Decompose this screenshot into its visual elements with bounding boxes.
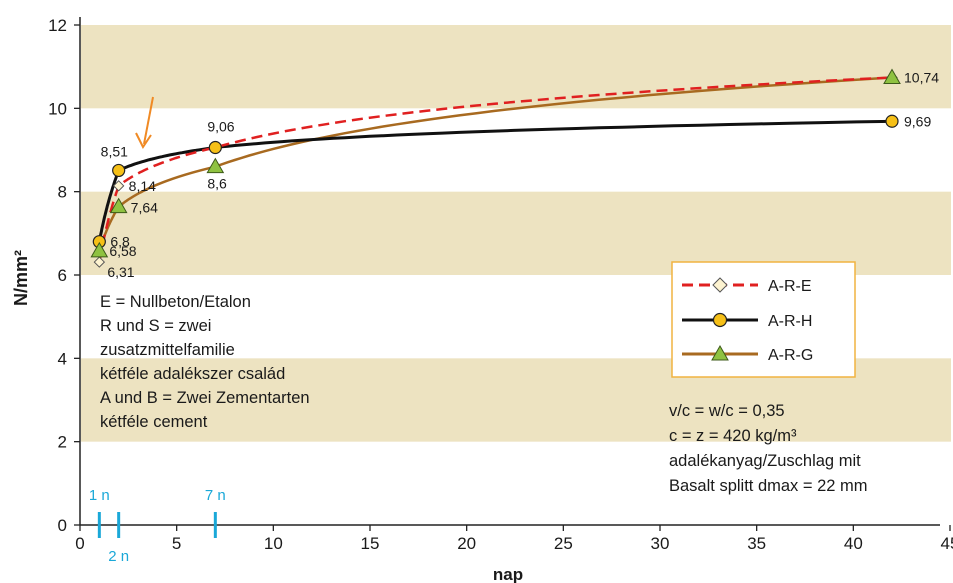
y-tick-label: 2 xyxy=(58,433,67,452)
data-label: 9,69 xyxy=(904,113,931,129)
note-left-line: kétféle adalékszer család xyxy=(100,365,285,383)
series-markers xyxy=(90,68,901,268)
data-label: 8,14 xyxy=(129,178,156,194)
legend-marker-arg xyxy=(711,344,729,361)
x-tick-label: 15 xyxy=(361,534,380,553)
day-marker-label: 7 n xyxy=(205,487,226,504)
x-tick-label: 40 xyxy=(844,534,863,553)
data-label: 9,06 xyxy=(207,119,234,135)
legend-label-are: A-R-E xyxy=(768,278,812,295)
data-point-arg xyxy=(109,197,128,214)
y-tick-label: 10 xyxy=(48,99,67,118)
notes-left: E = Nullbeton/Etalon R und S = zwei zusa… xyxy=(100,293,310,431)
arrow-shaft xyxy=(143,96,154,145)
legend-label-arg: A-R-G xyxy=(768,347,813,364)
axes xyxy=(74,17,951,531)
tick-labels: 0 2 4 6 8 10 12 0 5 10 15 20 25 30 35 40 45 xyxy=(48,16,953,553)
data-labels: 6,31 8,14 6,8 8,51 9,06 9,69 6,58 7,64 8,6 10,74 xyxy=(101,70,940,281)
data-label: 7,64 xyxy=(131,200,158,216)
data-point-arh xyxy=(208,140,222,155)
legend-marker-are xyxy=(712,277,728,293)
legend: A-R-E A-R-H A-R-G xyxy=(671,261,856,378)
data-label: 6,8 xyxy=(110,234,130,250)
y-tick-label: 0 xyxy=(58,516,67,535)
x-tick-label: 35 xyxy=(747,534,766,553)
annotation-arrow xyxy=(135,96,154,149)
data-point-arg xyxy=(90,241,109,258)
data-label: 6,58 xyxy=(109,243,136,259)
x-tick-label: 10 xyxy=(264,534,283,553)
y-tick-label: 4 xyxy=(58,349,67,368)
data-label: 8,6 xyxy=(207,176,227,192)
x-tick-label: 20 xyxy=(457,534,476,553)
legend-marker-arh xyxy=(712,312,728,328)
series-line-a-r-h xyxy=(97,119,893,243)
note-right-line: v/c = w/c = 0,35 xyxy=(669,402,785,420)
x-tick-label: 30 xyxy=(651,534,670,553)
day-marker-label: 2 n xyxy=(108,548,129,565)
data-label: 10,74 xyxy=(904,70,939,86)
background-band xyxy=(81,25,951,109)
note-right-line: adalékanyag/Zuschlag mit xyxy=(669,452,861,470)
note-left-line: A und B = Zwei Zementarten xyxy=(100,389,310,407)
x-tick-label: 45 xyxy=(941,534,953,553)
series-line-a-r-e xyxy=(98,76,893,263)
note-left-line: zusatzmittelfamilie xyxy=(100,341,235,359)
note-left-line: kétféle cement xyxy=(100,413,208,431)
note-right-line: c = z = 420 kg/m³ xyxy=(669,427,797,445)
data-point-arg xyxy=(883,68,901,84)
note-right-line: Basalt splitt dmax = 22 mm xyxy=(669,477,868,495)
note-left-line: R und S = zwei xyxy=(100,317,211,335)
y-axis-label: N/mm² xyxy=(11,250,31,306)
arrow-head xyxy=(135,132,152,149)
series-lines xyxy=(97,76,893,263)
legend-label-arh: A-R-H xyxy=(768,313,812,330)
y-tick-label: 8 xyxy=(58,183,67,202)
y-tick-label: 12 xyxy=(48,16,67,35)
data-label: 6,31 xyxy=(107,264,134,280)
x-tick-label: 5 xyxy=(172,534,181,553)
notes-right: v/c = w/c = 0,35 c = z = 420 kg/m³ adalé… xyxy=(669,402,868,495)
note-left-line: E = Nullbeton/Etalon xyxy=(100,293,251,311)
day-marker-label: 1 n xyxy=(89,487,110,504)
x-tick-label: 0 xyxy=(75,534,84,553)
x-axis-label: nap xyxy=(493,565,523,583)
data-point-arh xyxy=(112,163,126,178)
data-label: 8,51 xyxy=(101,143,128,159)
data-point-arg xyxy=(206,157,225,174)
x-tick-label: 25 xyxy=(554,534,573,553)
data-point-arh xyxy=(885,114,899,128)
y-tick-label: 6 xyxy=(58,266,67,285)
data-point-are xyxy=(112,180,125,192)
background-band xyxy=(81,191,951,275)
data-point-are xyxy=(93,256,106,268)
day-markers: 1 n 2 n 7 n xyxy=(89,487,226,565)
